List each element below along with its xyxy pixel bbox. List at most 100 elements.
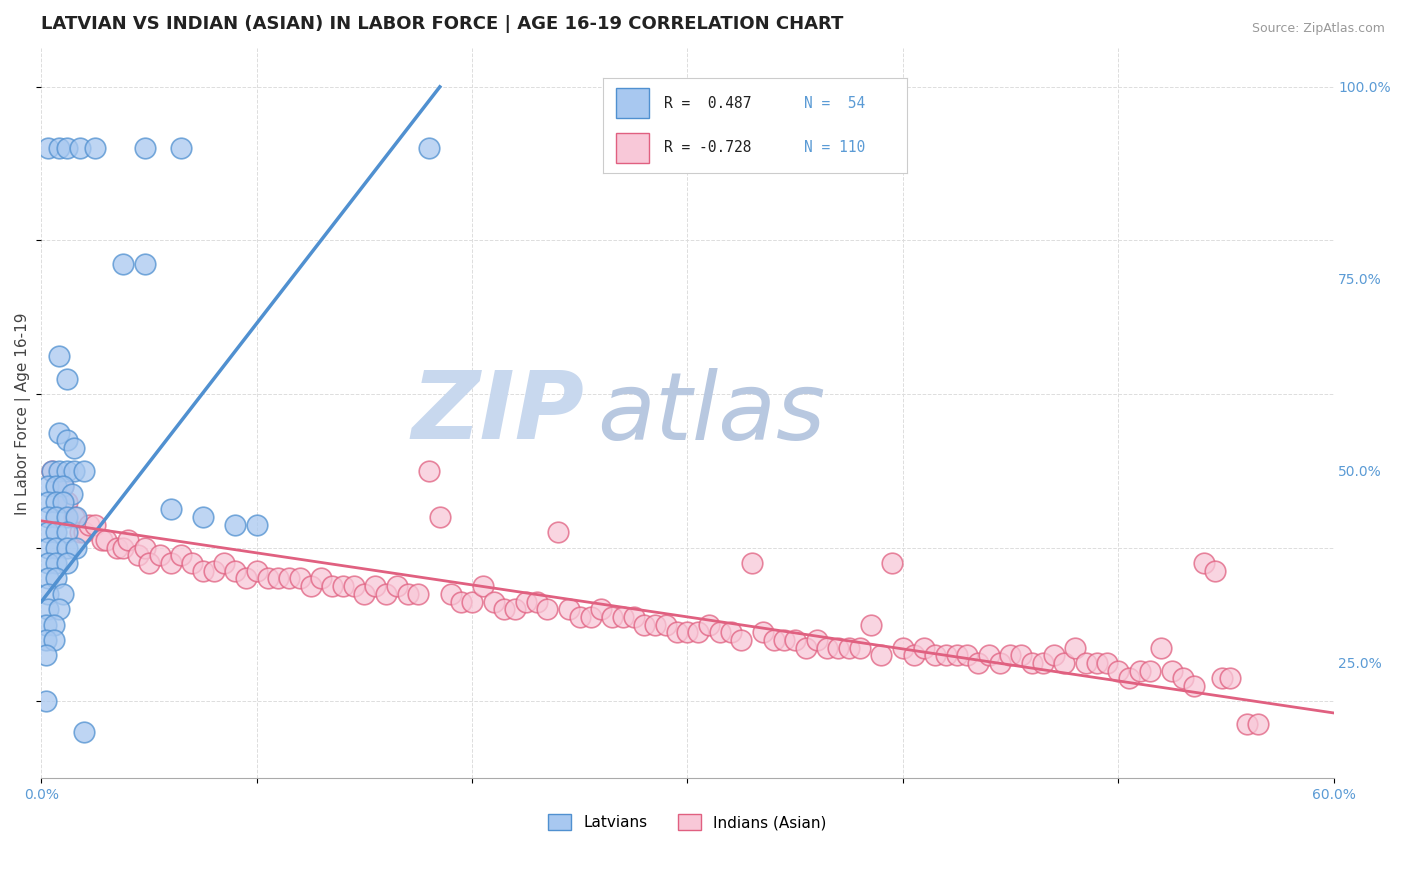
Point	[1150, 640, 1173, 655]
Point	[891, 640, 914, 655]
Point	[848, 640, 870, 655]
Point	[741, 556, 763, 570]
Point	[117, 533, 139, 547]
Point	[37, 494, 59, 508]
Point	[450, 594, 472, 608]
Point	[1247, 717, 1270, 731]
Point	[35, 694, 58, 708]
Point	[785, 632, 807, 647]
Point	[418, 464, 440, 478]
Point	[56, 556, 79, 570]
Point	[977, 648, 1000, 663]
Point	[56, 510, 79, 524]
Point	[1032, 656, 1054, 670]
Point	[56, 494, 79, 508]
Point	[633, 617, 655, 632]
Point	[471, 579, 494, 593]
Point	[903, 648, 925, 663]
Point	[134, 256, 156, 270]
Point	[69, 525, 91, 540]
Point	[62, 510, 84, 524]
Point	[73, 725, 96, 739]
Point	[547, 525, 569, 540]
Point	[52, 479, 75, 493]
Point	[1074, 656, 1097, 670]
Point	[343, 579, 366, 593]
Point	[267, 572, 290, 586]
Point	[353, 587, 375, 601]
Point	[65, 541, 87, 555]
Point	[321, 579, 343, 593]
Point	[1129, 664, 1152, 678]
Point	[418, 141, 440, 155]
Point	[838, 640, 860, 655]
Legend: Latvians, Indians (Asian): Latvians, Indians (Asian)	[543, 808, 832, 837]
Point	[956, 648, 979, 663]
Point	[924, 648, 946, 663]
Point	[945, 648, 967, 663]
Point	[191, 510, 214, 524]
Point	[794, 640, 817, 655]
Point	[48, 349, 70, 363]
Point	[859, 617, 882, 632]
Point	[730, 632, 752, 647]
Point	[1219, 671, 1241, 685]
Point	[105, 541, 128, 555]
Point	[56, 525, 79, 540]
Text: LATVIAN VS INDIAN (ASIAN) IN LABOR FORCE | AGE 16-19 CORRELATION CHART: LATVIAN VS INDIAN (ASIAN) IN LABOR FORCE…	[41, 15, 844, 33]
Point	[600, 610, 623, 624]
Point	[880, 556, 903, 570]
Point	[429, 510, 451, 524]
Point	[406, 587, 429, 601]
Point	[37, 556, 59, 570]
Point	[482, 594, 505, 608]
Point	[591, 602, 613, 616]
Point	[1021, 656, 1043, 670]
Point	[1118, 671, 1140, 685]
Point	[37, 541, 59, 555]
Point	[73, 464, 96, 478]
Point	[35, 632, 58, 647]
Point	[1236, 717, 1258, 731]
Point	[65, 510, 87, 524]
Point	[138, 556, 160, 570]
Point	[224, 564, 246, 578]
Point	[48, 141, 70, 155]
Point	[45, 525, 67, 540]
Point	[159, 502, 181, 516]
Point	[773, 632, 796, 647]
Point	[202, 564, 225, 578]
Point	[52, 494, 75, 508]
Point	[1107, 664, 1129, 678]
Point	[69, 141, 91, 155]
Point	[45, 494, 67, 508]
Point	[48, 425, 70, 440]
Point	[149, 549, 172, 563]
Point	[720, 625, 742, 640]
Point	[52, 587, 75, 601]
Point	[1010, 648, 1032, 663]
Point	[246, 517, 269, 532]
Point	[536, 602, 558, 616]
Point	[62, 464, 84, 478]
Point	[56, 434, 79, 448]
Point	[112, 541, 135, 555]
Point	[37, 587, 59, 601]
Point	[90, 533, 112, 547]
Point	[45, 479, 67, 493]
Point	[1064, 640, 1087, 655]
Point	[45, 510, 67, 524]
Point	[612, 610, 634, 624]
Y-axis label: In Labor Force | Age 16-19: In Labor Force | Age 16-19	[15, 312, 31, 515]
Point	[56, 541, 79, 555]
Point	[170, 549, 193, 563]
Point	[84, 141, 107, 155]
Point	[288, 572, 311, 586]
Point	[439, 587, 461, 601]
Point	[45, 541, 67, 555]
Point	[37, 510, 59, 524]
Point	[503, 602, 526, 616]
Point	[94, 533, 117, 547]
Point	[278, 572, 301, 586]
Point	[912, 640, 935, 655]
